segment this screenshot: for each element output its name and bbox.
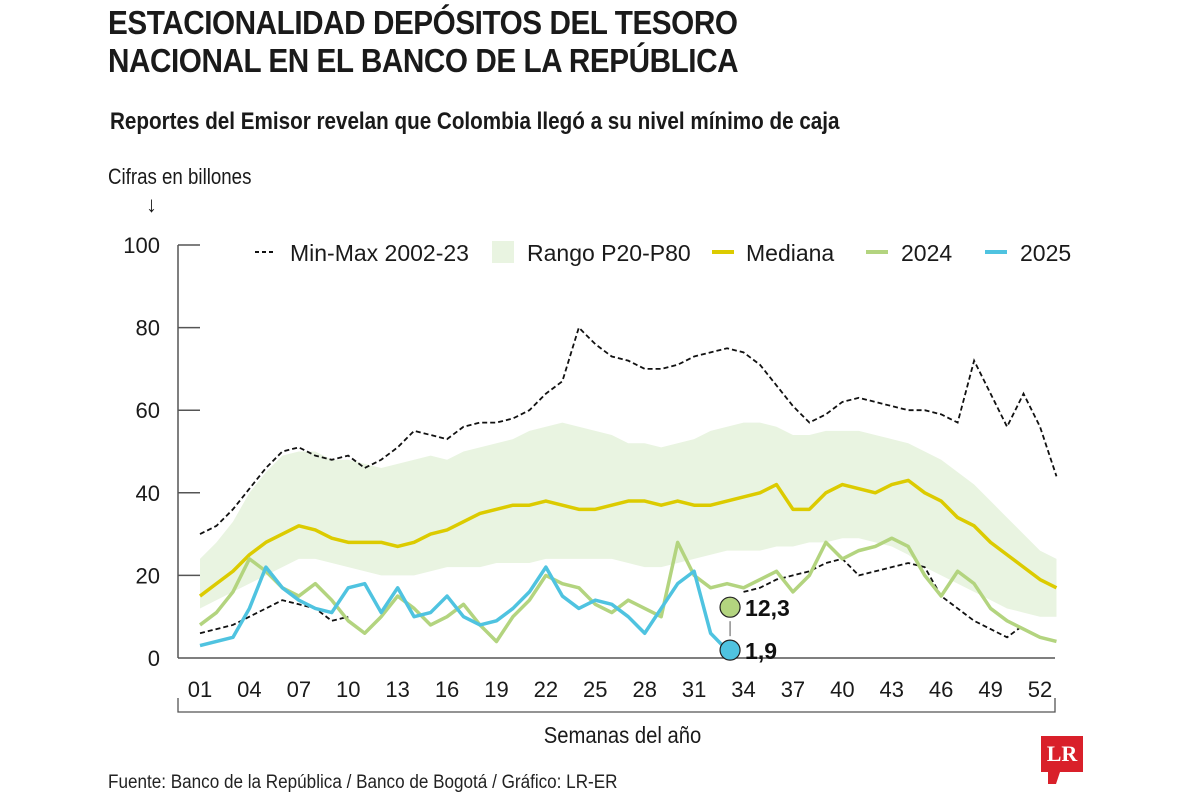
- legend-item: Min-Max 2002-23: [255, 240, 469, 266]
- legend-item: Mediana: [712, 240, 834, 266]
- y-tick-label: 100: [123, 233, 160, 258]
- legend-item: Rango P20-P80: [492, 240, 691, 266]
- x-tick-label: 22: [534, 677, 558, 702]
- chart-subtitle: Reportes del Emisor revelan que Colombia…: [110, 108, 840, 135]
- x-tick-label: 13: [385, 677, 409, 702]
- x-tick-label: 07: [287, 677, 311, 702]
- series-mediana-line: [198, 478, 1058, 598]
- chart-title: ESTACIONALIDAD DEPÓSITOS DEL TESORO NACI…: [108, 4, 739, 80]
- band-layer: [200, 422, 1057, 617]
- x-tick-label: 52: [1028, 677, 1052, 702]
- x-axis-title: Semanas del año: [543, 722, 702, 748]
- line-layer: [198, 325, 1058, 652]
- series-min-line: [199, 599, 349, 635]
- x-tick-label: 46: [929, 677, 953, 702]
- x-tick-label: 40: [830, 677, 854, 702]
- annotation-marker-2025: [719, 639, 741, 661]
- x-tick-label: 25: [583, 677, 607, 702]
- annotation-label-2024: 12,3: [745, 595, 790, 621]
- y-tick-label: 40: [136, 481, 160, 506]
- chart-title-line1: ESTACIONALIDAD DEPÓSITOS DEL TESORO: [108, 4, 738, 41]
- source-note: Fuente: Banco de la República / Banco de…: [108, 772, 618, 793]
- y-axis-units-label: Cifras en billones: [108, 164, 252, 189]
- chart-title-line2: NACIONAL EN EL BANCO DE LA REPÚBLICA: [108, 42, 739, 79]
- y-tick-label: 60: [136, 398, 160, 423]
- legend-label: Mediana: [746, 240, 834, 266]
- x-tick-label: 49: [978, 677, 1002, 702]
- x-tick-label: 34: [731, 677, 755, 702]
- legend: Min-Max 2002-23 Rango P20-P80 Mediana 2024 2…: [255, 240, 1071, 266]
- y-tick-label: 0: [148, 646, 160, 671]
- annotation-layer: 12,3 1,9: [719, 595, 790, 664]
- legend-swatch-band: [492, 241, 514, 263]
- x-tick-label: 31: [682, 677, 706, 702]
- x-tick-label: 37: [781, 677, 805, 702]
- legend-item: 2025: [985, 240, 1071, 266]
- band-p20-p80: [200, 422, 1057, 617]
- series-2024-line: [198, 536, 1057, 644]
- x-tick-label: 28: [632, 677, 656, 702]
- x-tick-label: 01: [188, 677, 212, 702]
- axis-layer: 0 20 40 60 80 100 01 04 07 10 13 16 19 22 25 28 31 34 37 40…: [123, 233, 1056, 713]
- series-min-line: [743, 557, 1025, 639]
- legend-item: 2024: [866, 240, 952, 266]
- series-max-line: [199, 325, 1058, 535]
- x-tick-label: 10: [336, 677, 360, 702]
- x-tick-label: 16: [435, 677, 459, 702]
- down-arrow-icon: ↓: [146, 192, 157, 217]
- lr-logo: LR: [1041, 736, 1083, 772]
- legend-label: Min-Max 2002-23: [290, 240, 469, 266]
- x-axis-bracket: [177, 698, 1056, 713]
- lr-logo-tail: [1048, 772, 1060, 784]
- legend-label: Rango P20-P80: [527, 240, 691, 266]
- annotation-label-2025: 1,9: [745, 638, 777, 664]
- legend-label: 2025: [1020, 240, 1071, 266]
- annotation-marker-2024: [719, 596, 741, 618]
- x-tick-label: 19: [484, 677, 508, 702]
- x-tick-label: 04: [237, 677, 261, 702]
- y-tick-label: 80: [136, 316, 160, 341]
- x-tick-label: 43: [880, 677, 904, 702]
- legend-label: 2024: [901, 240, 952, 266]
- series-2025-line: [199, 565, 729, 652]
- y-tick-label: 20: [136, 563, 160, 588]
